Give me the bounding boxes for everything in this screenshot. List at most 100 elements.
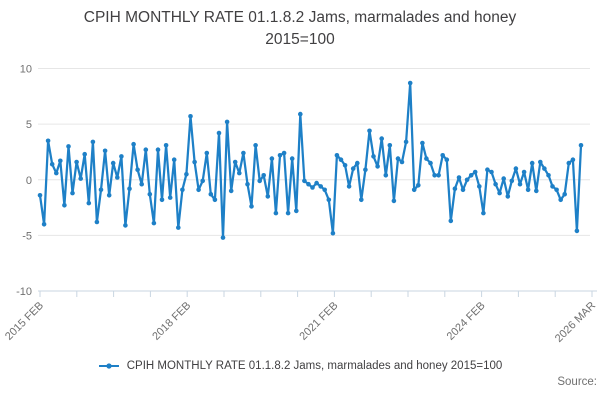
data-point <box>171 157 177 162</box>
data-point <box>485 167 490 172</box>
y-tick-label: -5 <box>22 230 32 242</box>
data-point <box>86 200 92 206</box>
data-point <box>456 175 462 180</box>
x-axis-labels: 2015 FEB 2018 FEB 2021 FEB 2024 FEB 2026 MAR <box>3 300 598 345</box>
data-point <box>391 198 397 204</box>
data-point <box>98 187 104 193</box>
data-point <box>497 190 502 196</box>
data-point <box>127 186 132 191</box>
data-point <box>375 164 380 169</box>
data-point <box>135 167 140 172</box>
data-point <box>82 151 87 157</box>
data-point <box>58 158 63 164</box>
data-point <box>143 147 149 152</box>
data-point <box>310 185 315 190</box>
data-point <box>534 188 539 194</box>
data-point <box>78 176 83 181</box>
data-point <box>407 80 413 86</box>
x-tick-label: 2026 MAR <box>553 300 598 345</box>
y-tick-label: -10 <box>16 286 32 298</box>
data-point <box>180 187 185 193</box>
x-tick-label: 2024 FEB <box>445 300 488 343</box>
data-point <box>184 171 189 177</box>
data-point <box>346 184 352 189</box>
data-point <box>517 181 523 187</box>
data-point <box>45 138 51 144</box>
data-point <box>41 222 47 227</box>
data-point <box>428 160 433 166</box>
series-line-marker-icon <box>98 363 119 369</box>
data-point <box>163 143 169 148</box>
data-point <box>472 169 478 175</box>
data-point <box>281 150 287 156</box>
data-point <box>204 150 210 156</box>
data-point <box>159 197 165 203</box>
data-point <box>371 154 376 159</box>
data-point <box>574 228 580 234</box>
data-point <box>220 235 226 240</box>
data-point <box>383 173 389 178</box>
data-point <box>379 136 385 141</box>
data-point <box>350 166 356 171</box>
data-point <box>367 128 372 134</box>
data-point <box>224 119 230 125</box>
data-point <box>505 194 511 199</box>
data-point <box>285 210 291 216</box>
data-point <box>257 178 263 184</box>
data-point <box>440 153 446 158</box>
series-markers <box>37 80 584 240</box>
data-point <box>277 153 283 158</box>
data-point <box>176 225 181 230</box>
data-point <box>302 178 307 184</box>
data-point <box>49 161 55 167</box>
data-point <box>192 159 197 165</box>
data-point <box>403 139 409 145</box>
data-point <box>241 150 246 156</box>
data-point <box>131 141 136 147</box>
data-point <box>477 184 482 189</box>
data-point <box>355 160 360 166</box>
data-point <box>420 140 425 146</box>
data-point <box>509 178 515 184</box>
data-point <box>70 190 75 196</box>
data-point <box>110 160 116 166</box>
data-point <box>444 157 450 162</box>
data-point <box>216 130 222 136</box>
data-point <box>566 160 572 166</box>
data-point <box>208 191 214 197</box>
data-point <box>314 180 319 186</box>
x-tick-label: 2015 FEB <box>3 300 46 343</box>
data-point <box>289 156 295 161</box>
data-point <box>249 204 254 209</box>
data-point <box>558 197 563 203</box>
data-point <box>322 187 328 193</box>
data-point <box>62 203 67 208</box>
data-point <box>66 144 71 149</box>
data-point <box>468 173 474 178</box>
data-point <box>578 143 584 148</box>
data-point <box>196 187 201 193</box>
data-point <box>550 184 555 189</box>
y-tick-label: 0 <box>26 175 32 187</box>
x-axis <box>38 290 597 297</box>
x-tick-label: 2021 FEB <box>297 300 340 343</box>
data-point <box>330 230 336 236</box>
data-point <box>338 157 344 162</box>
data-point <box>546 173 551 178</box>
data-point <box>513 166 519 171</box>
y-tick-label: 10 <box>20 64 32 76</box>
data-point <box>167 195 173 200</box>
data-point <box>106 193 112 198</box>
data-point <box>306 181 311 187</box>
data-point <box>147 191 153 197</box>
data-point <box>395 156 401 161</box>
data-point <box>570 157 576 162</box>
data-point <box>542 166 547 171</box>
data-point <box>294 208 299 214</box>
series-line <box>38 81 583 239</box>
data-point <box>119 154 124 159</box>
data-point <box>200 178 205 184</box>
data-point <box>115 175 120 180</box>
